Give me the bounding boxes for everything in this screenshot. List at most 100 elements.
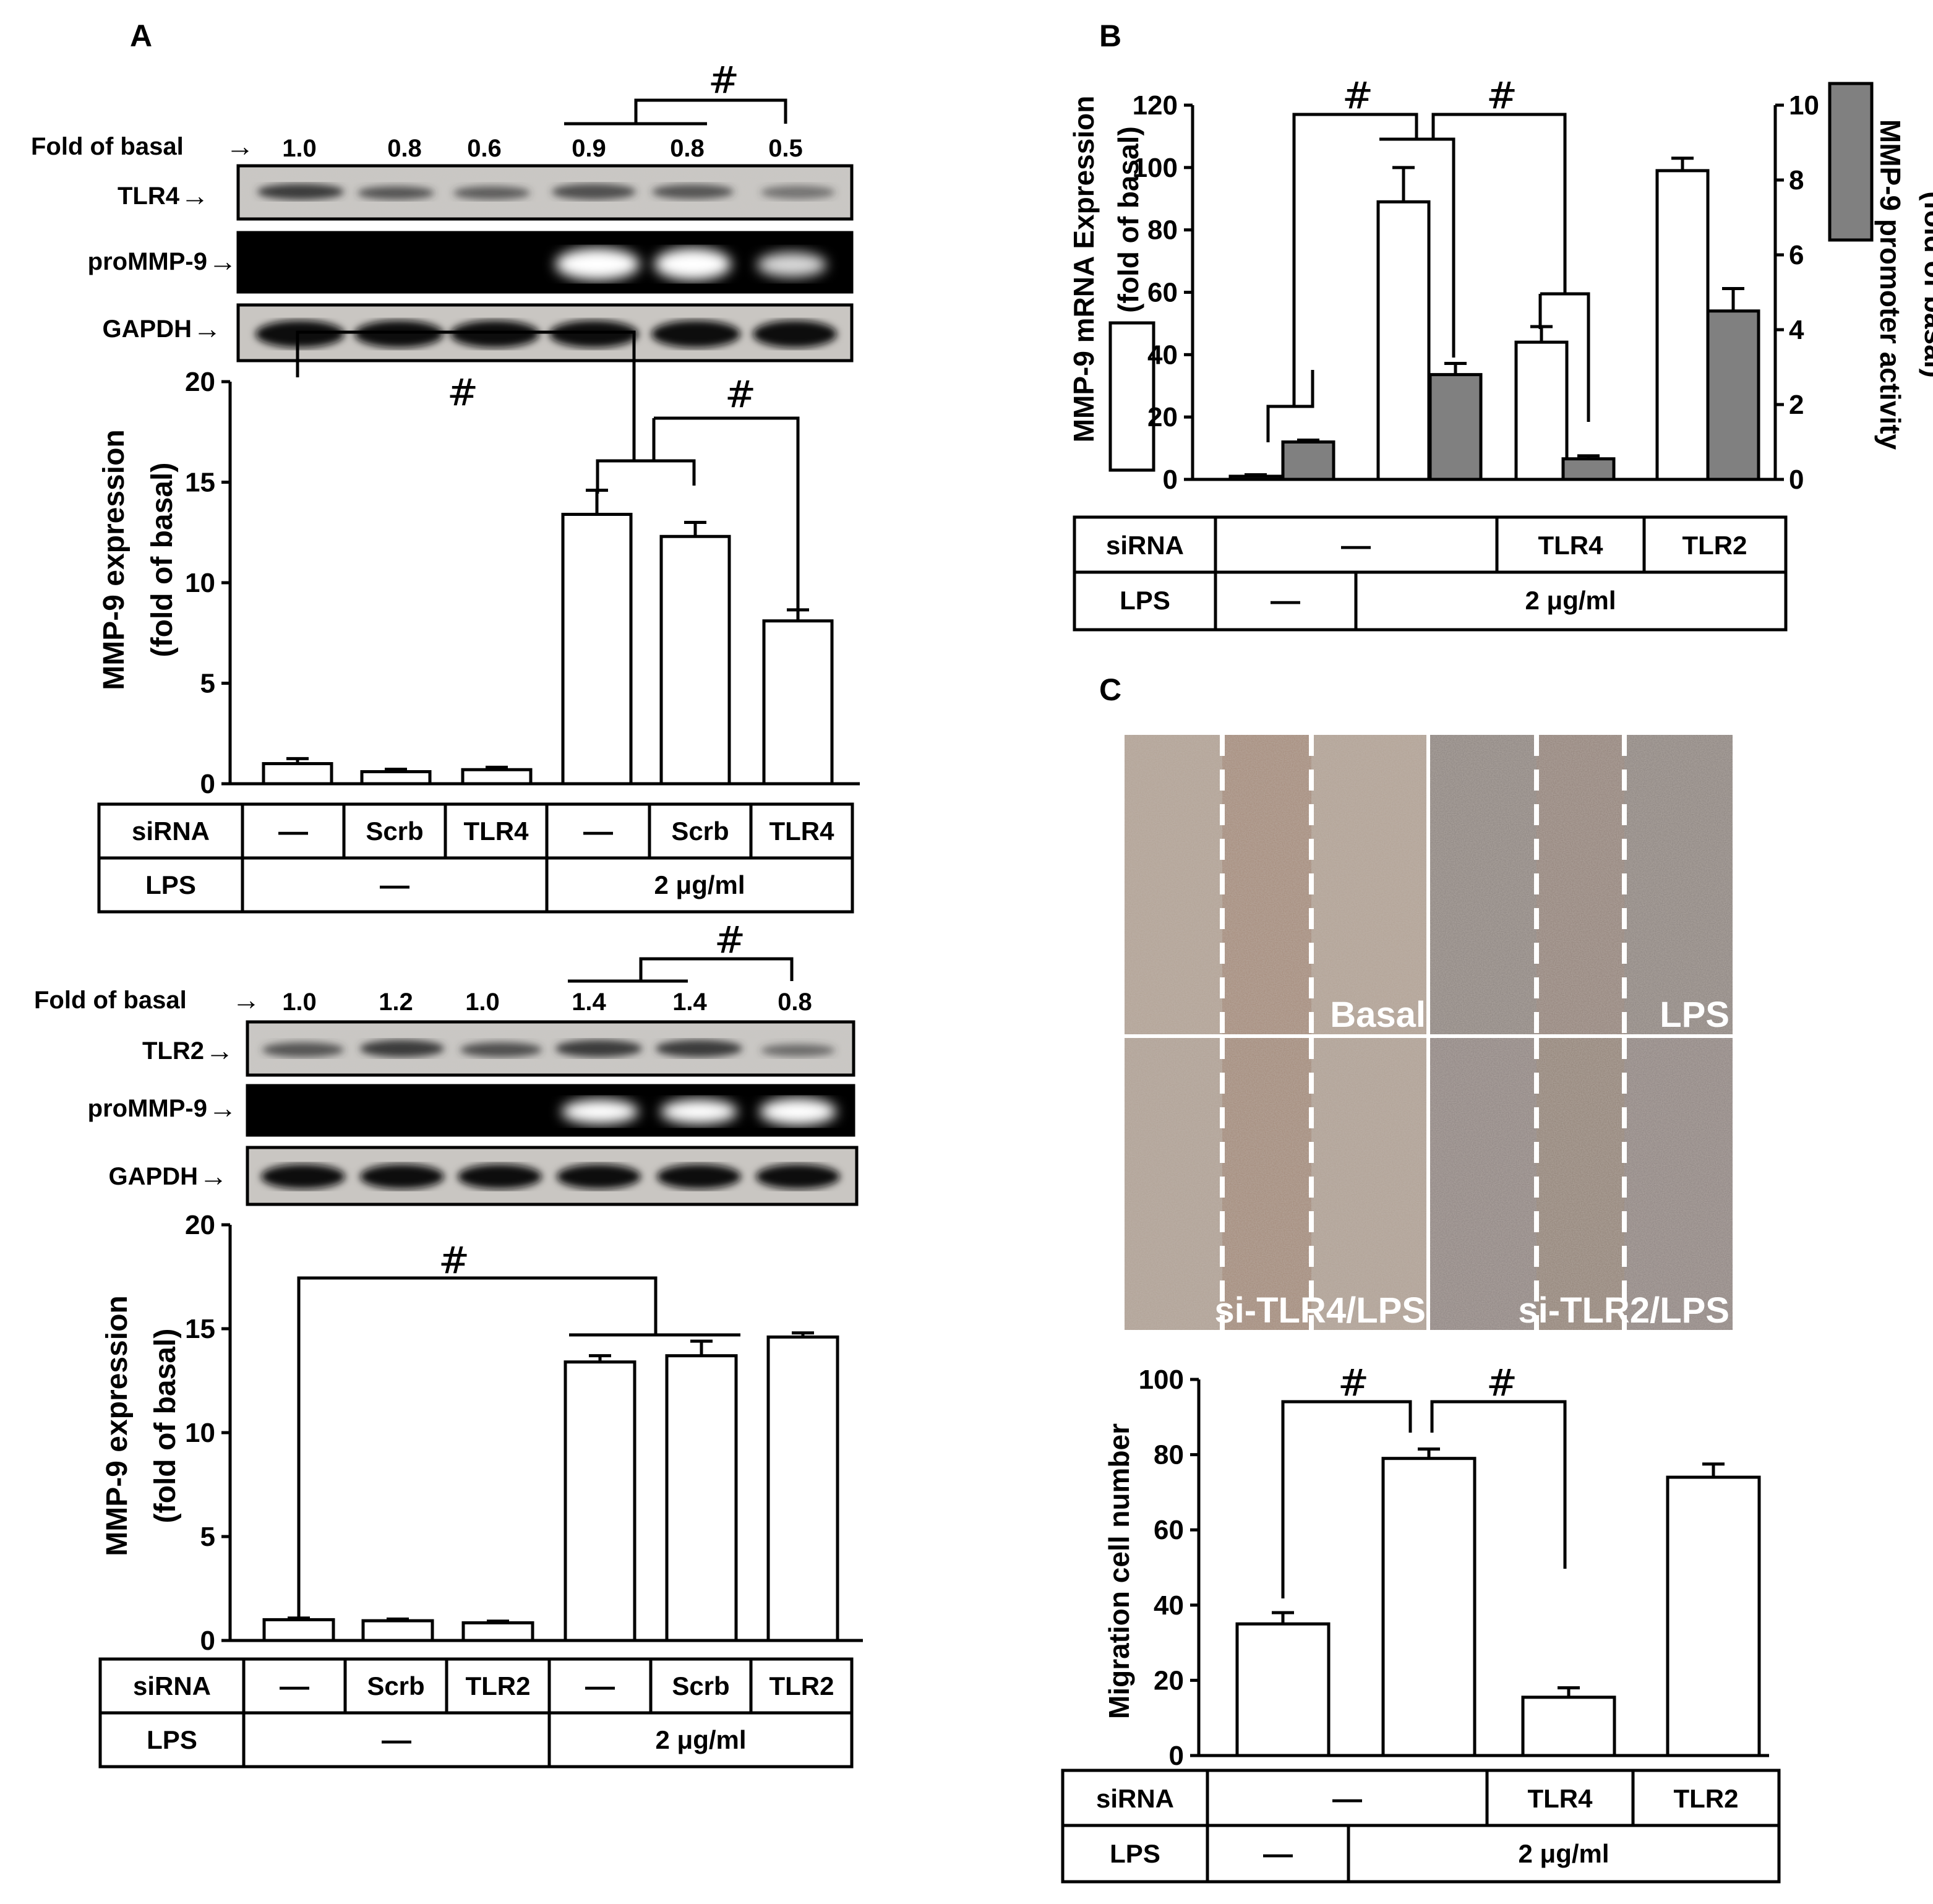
cell-sirna: TLR2	[1682, 531, 1747, 560]
cell-lps: —	[380, 869, 409, 902]
cell-lps: —	[382, 1724, 411, 1757]
y-tick-label: 20	[1154, 1665, 1184, 1696]
y-tick-label: 0	[1789, 465, 1804, 495]
cell-sirna: —	[278, 815, 308, 848]
bars	[1193, 157, 1775, 481]
blot-row-label: proMMP-9	[88, 1095, 207, 1122]
fold-label: Fold of basal	[31, 133, 184, 160]
y-axis-title: MMP-9 expression (fold of basal)	[101, 1295, 182, 1556]
chart-a-top: MMP-9 expression (fold of basal) 0 5 10 15 2…	[98, 330, 860, 799]
significance-mark: #	[708, 59, 739, 102]
fold-value: 0.9	[572, 135, 606, 162]
row-label-lps: LPS	[1110, 1839, 1160, 1868]
y-tick-label: 0	[200, 1626, 215, 1656]
y-axis-title-right-line2: (fold of basal)	[1919, 191, 1933, 378]
bar	[1706, 309, 1760, 481]
y-tick-label: 40	[1154, 1590, 1184, 1621]
legend-swatch-open	[1108, 321, 1155, 472]
fold-value: 0.8	[778, 988, 812, 1016]
cell-lps: 2 μg/ml	[1525, 586, 1616, 615]
significance-brackets	[297, 1276, 740, 1621]
bar	[1666, 1475, 1761, 1757]
arrow-icon: →	[205, 1034, 234, 1066]
y-axis-title-text: Migration cell number	[1103, 1423, 1135, 1719]
row-label-sirna: siRNA	[1096, 1784, 1174, 1813]
blot-row-label: TLR4	[118, 182, 180, 210]
cell-sirna: Scrb	[672, 1671, 729, 1700]
blot-bands-prommp9	[562, 1098, 836, 1125]
blot-bands-tlr4	[257, 184, 835, 200]
y-tick-label: 60	[1147, 278, 1178, 308]
micrograph-grid: Basal LPS si-TLR4/LPS si-TLR2/LPS	[1125, 735, 1733, 1331]
y-tick-label: 15	[185, 468, 215, 498]
bar	[361, 1619, 434, 1642]
y-axis-title-line2: (fold of basal)	[146, 463, 179, 658]
y-axis-title: MMP-9 expression (fold of basal)	[98, 429, 179, 690]
blot-strip-gapdh	[246, 1146, 859, 1206]
bar	[1376, 200, 1431, 481]
bar	[766, 1335, 839, 1642]
blot-a-bottom: Fold of basal → 1.0 1.2 1.0 1.4 1.4 0.8 …	[34, 919, 859, 1206]
cell-sirna: TLR2	[466, 1671, 531, 1700]
y-ticks: 0 5 10 15 20	[185, 367, 232, 799]
y-tick-label: 8	[1789, 165, 1804, 195]
fold-value: 0.8	[387, 135, 422, 162]
y-tick-label: 2	[1789, 390, 1804, 420]
panel-letter-a: A	[130, 19, 152, 53]
blot-bands-prommp9	[555, 248, 826, 280]
cell-sirna: TLR2	[1674, 1784, 1739, 1813]
significance-mark: #	[1486, 1362, 1517, 1405]
cell-sirna: Scrb	[671, 817, 729, 846]
panel-letter-c: C	[1099, 672, 1121, 707]
y-axis-title-right: MMP-9 promoter activity (fold of basal)	[1874, 119, 1933, 450]
row-label-sirna: siRNA	[133, 1671, 211, 1700]
fold-value: 1.4	[672, 988, 707, 1016]
significance-mark: #	[1486, 74, 1517, 118]
row-label-lps: LPS	[147, 1725, 197, 1754]
y-tick-label: 4	[1789, 315, 1804, 345]
blot-a-top: Fold of basal → 1.0 0.8 0.6 0.9 0.8 0.5 …	[31, 59, 854, 362]
wound-edges	[1220, 735, 1627, 1330]
fold-value: 0.5	[768, 135, 803, 162]
chart-c: Migration cell number 0 20 40 60 80 100 # #	[1103, 1362, 1769, 1771]
fold-value: 1.2	[379, 988, 413, 1016]
bars	[1199, 1447, 1769, 1757]
bar	[1235, 1622, 1331, 1757]
row-label-lps: LPS	[145, 870, 196, 899]
blot-strip-prommp9	[246, 1084, 855, 1137]
bar	[461, 1621, 534, 1642]
bar	[1655, 169, 1710, 481]
y-tick-label: 0	[1169, 1741, 1184, 1771]
y-tick-label: 120	[1133, 90, 1178, 121]
blot-row-label: GAPDH	[109, 1163, 198, 1190]
bar	[1521, 1696, 1616, 1757]
fold-label: Fold of basal	[34, 987, 187, 1014]
blot-row-label: TLR2	[142, 1037, 204, 1065]
micrograph-label: Basal	[1330, 995, 1426, 1035]
panel-letter-b: B	[1099, 19, 1121, 53]
blot-a-bottom-folds: 1.0 1.2 1.0 1.4 1.4 0.8	[282, 988, 812, 1016]
significance-mark: #	[1342, 74, 1373, 118]
arrow-icon: →	[208, 245, 237, 277]
cell-sirna: TLR2	[769, 1671, 834, 1700]
bar	[762, 619, 834, 786]
significance-bracket	[568, 957, 794, 983]
significance-brackets	[1281, 1400, 1567, 1598]
y-tick-label: 60	[1154, 1515, 1184, 1545]
y-axis-title-line1: MMP-9 expression	[98, 429, 131, 690]
y-axis-title-left: MMP-9 mRNA Expression (fold of basal)	[1068, 96, 1144, 443]
y-tick-label: 0	[1163, 465, 1178, 495]
blot-a-top-folds: 1.0 0.8 0.6 0.9 0.8 0.5	[282, 135, 803, 162]
significance-mark: #	[1338, 1362, 1369, 1405]
fold-value: 1.0	[282, 988, 317, 1016]
fold-value: 1.0	[465, 988, 500, 1016]
bar	[1514, 340, 1569, 481]
cell-sirna: —	[585, 1670, 615, 1703]
bars	[230, 1331, 863, 1642]
bar	[564, 1360, 636, 1642]
y-tick-label: 80	[1147, 215, 1178, 246]
significance-mark: #	[714, 919, 745, 962]
cell-sirna: Scrb	[366, 817, 423, 846]
y-tick-label: 10	[185, 1418, 215, 1448]
